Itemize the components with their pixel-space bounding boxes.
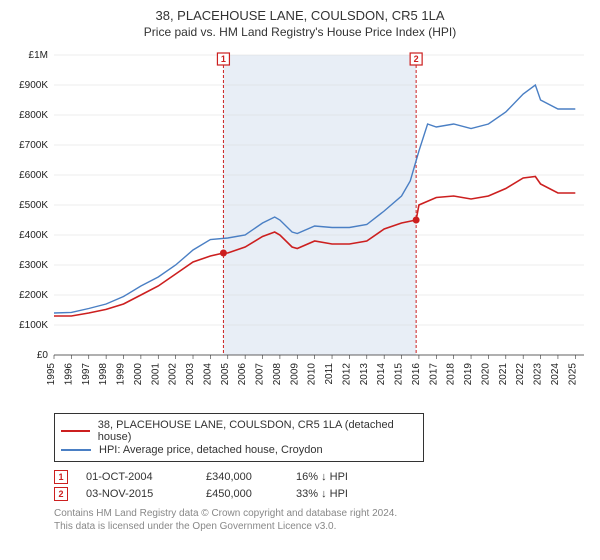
legend-label: HPI: Average price, detached house, Croy… (99, 444, 323, 456)
svg-text:2020: 2020 (480, 363, 491, 386)
sale-row: 1 01-OCT-2004£340,00016% ↓ HPI (54, 470, 592, 484)
svg-text:2007: 2007 (255, 363, 266, 386)
price-chart-svg: £0 £100K £200K £300K £400K £500K £600K £700K £80… (8, 47, 592, 407)
legend-item: HPI: Average price, detached house, Croy… (61, 444, 417, 456)
svg-text:2021: 2021 (498, 363, 509, 386)
sales-table: 1 01-OCT-2004£340,00016% ↓ HPI 2 03-NOV-201… (54, 470, 592, 501)
svg-text:1997: 1997 (81, 363, 92, 386)
svg-text:£400K: £400K (19, 230, 48, 241)
svg-text:2009: 2009 (289, 363, 300, 386)
svg-text:£0: £0 (37, 350, 49, 361)
footer-attribution: Contains HM Land Registry data © Crown c… (54, 507, 592, 533)
svg-text:£500K: £500K (19, 200, 48, 211)
svg-text:1999: 1999 (116, 363, 127, 386)
svg-text:2011: 2011 (324, 363, 335, 385)
svg-text:1: 1 (221, 54, 226, 64)
svg-text:£1M: £1M (29, 50, 48, 61)
legend: 38, PLACEHOUSE LANE, COULSDON, CR5 1LA (… (54, 413, 424, 462)
legend-swatch (61, 430, 90, 432)
svg-text:2025: 2025 (567, 363, 578, 386)
svg-text:2014: 2014 (376, 363, 387, 386)
svg-text:1996: 1996 (63, 363, 74, 386)
chart-area: £0 £100K £200K £300K £400K £500K £600K £700K £80… (8, 47, 592, 407)
svg-text:£700K: £700K (19, 140, 48, 151)
svg-text:1998: 1998 (98, 363, 109, 386)
sale-price: £340,000 (206, 471, 296, 483)
svg-text:2001: 2001 (150, 363, 161, 386)
sale-hpi-diff: 33% ↓ HPI (296, 488, 386, 500)
svg-text:2006: 2006 (237, 363, 248, 386)
svg-text:2002: 2002 (168, 363, 179, 386)
sale-hpi-diff: 16% ↓ HPI (296, 471, 386, 483)
legend-label: 38, PLACEHOUSE LANE, COULSDON, CR5 1LA (… (98, 419, 417, 443)
sale-row: 2 03-NOV-2015£450,00033% ↓ HPI (54, 487, 592, 501)
svg-text:2018: 2018 (446, 363, 457, 386)
svg-text:2015: 2015 (394, 363, 405, 386)
footer-line: This data is licensed under the Open Gov… (54, 520, 592, 533)
footer-line: Contains HM Land Registry data © Crown c… (54, 507, 592, 520)
svg-text:£900K: £900K (19, 80, 48, 91)
svg-text:£800K: £800K (19, 110, 48, 121)
svg-text:2: 2 (414, 54, 419, 64)
sale-marker-icon: 1 (54, 470, 68, 484)
svg-text:2017: 2017 (428, 363, 439, 386)
svg-text:2016: 2016 (411, 363, 422, 386)
legend-swatch (61, 449, 91, 451)
svg-text:£300K: £300K (19, 260, 48, 271)
svg-text:2024: 2024 (550, 363, 561, 386)
chart-title: 38, PLACEHOUSE LANE, COULSDON, CR5 1LA (8, 8, 592, 23)
svg-text:2023: 2023 (533, 363, 544, 386)
sale-date: 03-NOV-2015 (86, 488, 206, 500)
svg-text:£100K: £100K (19, 320, 48, 331)
svg-text:2022: 2022 (515, 363, 526, 386)
svg-text:£200K: £200K (19, 290, 48, 301)
legend-item: 38, PLACEHOUSE LANE, COULSDON, CR5 1LA (… (61, 419, 417, 443)
svg-text:2013: 2013 (359, 363, 370, 386)
svg-text:2004: 2004 (202, 363, 213, 386)
svg-text:2003: 2003 (185, 363, 196, 386)
svg-text:£600K: £600K (19, 170, 48, 181)
svg-text:2012: 2012 (341, 363, 352, 386)
svg-text:2019: 2019 (463, 363, 474, 386)
chart-subtitle: Price paid vs. HM Land Registry's House … (8, 25, 592, 39)
svg-text:2010: 2010 (307, 363, 318, 386)
svg-text:2005: 2005 (220, 363, 231, 386)
sale-marker-icon: 2 (54, 487, 68, 501)
svg-text:1995: 1995 (46, 363, 57, 386)
svg-text:2000: 2000 (133, 363, 144, 386)
svg-text:2008: 2008 (272, 363, 283, 386)
sale-price: £450,000 (206, 488, 296, 500)
sale-date: 01-OCT-2004 (86, 471, 206, 483)
